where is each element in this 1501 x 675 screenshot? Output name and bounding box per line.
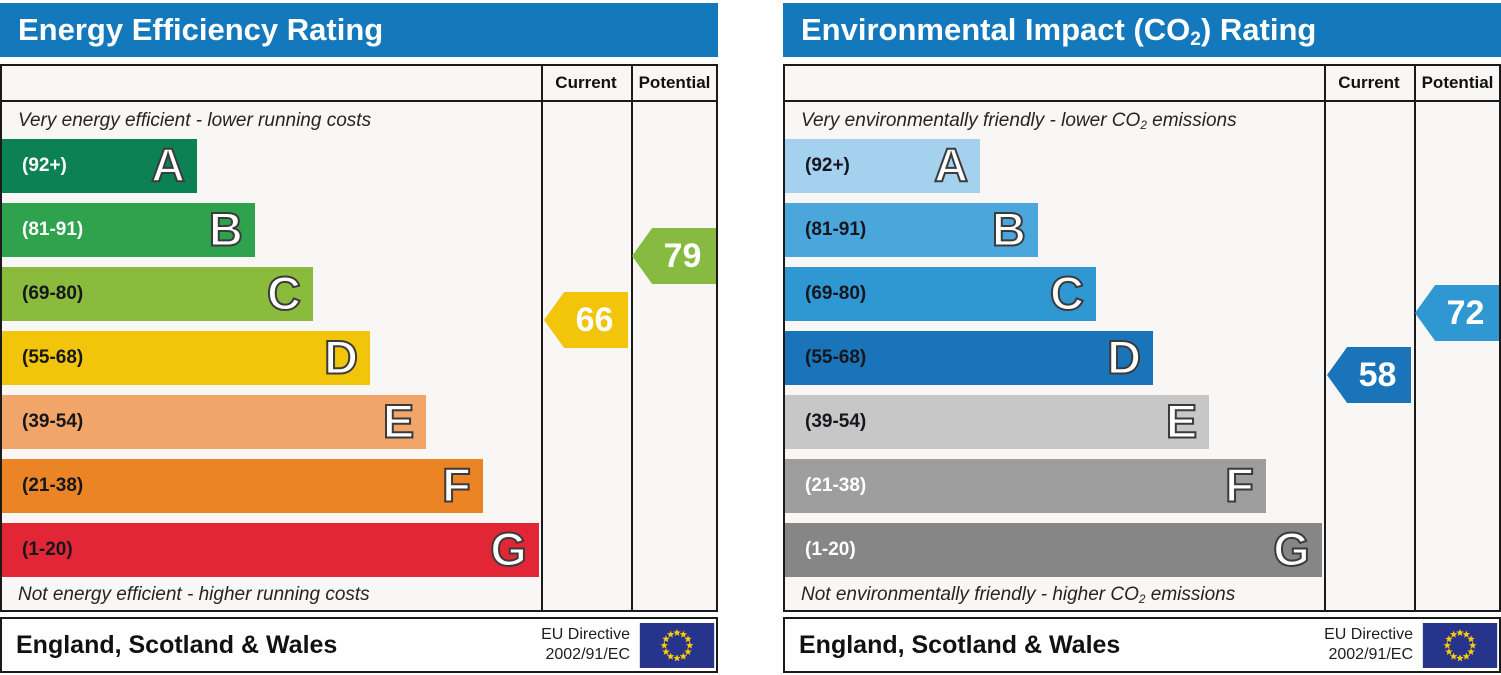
band-d-bar: (55-68) D <box>785 329 1154 385</box>
band-e-letter: E <box>382 393 415 448</box>
band-g-bar: (1-20) G <box>785 521 1322 577</box>
band-f-bar: (21-38) F <box>785 457 1266 513</box>
column-header-row: Current Potential <box>2 66 716 102</box>
band-g-bar: (1-20) G <box>2 521 539 577</box>
energy-chart-box: Current Potential Very energy efficient … <box>0 64 718 612</box>
band-f-bar: (21-38) F <box>2 457 483 513</box>
energy-efficiency-panel: Energy Efficiency Rating Current Potenti… <box>0 0 718 675</box>
band-b: (81-91) B <box>2 201 541 257</box>
eu-directive-label: EU Directive 2002/91/EC <box>1324 626 1413 663</box>
band-e-range: (39-54) <box>805 411 867 432</box>
band-a-letter: A <box>933 137 969 192</box>
band-e: (39-54) E <box>785 393 1324 449</box>
band-a: (92+) A <box>785 137 1324 193</box>
environmental-footer: England, Scotland & Wales EU Directive 2… <box>783 617 1501 673</box>
band-b-bar: (81-91) B <box>2 201 255 257</box>
band-c-range: (69-80) <box>22 283 84 304</box>
band-g: (1-20) G <box>785 521 1324 577</box>
band-b: (81-91) B <box>785 201 1324 257</box>
band-f: (21-38) F <box>785 457 1324 513</box>
band-f-range: (21-38) <box>22 475 84 496</box>
band-b-bar: (81-91) B <box>785 201 1038 257</box>
band-d: (55-68) D <box>785 329 1324 385</box>
eu-flag-icon <box>1422 622 1498 668</box>
potential-column-divider <box>631 66 633 610</box>
band-a: (92+) A <box>2 137 541 193</box>
potential-column-header: Potential <box>1421 73 1494 92</box>
band-d-letter: D <box>323 329 359 384</box>
band-c-bar: (69-80) C <box>2 265 313 321</box>
current-column-header: Current <box>1338 73 1400 92</box>
current-rating-marker: 58 <box>1327 347 1411 403</box>
title-text: Environmental Impact (CO <box>801 12 1191 47</box>
band-a-letter: A <box>150 137 186 192</box>
band-b-range: (81-91) <box>805 219 867 240</box>
band-d-bar: (55-68) D <box>2 329 371 385</box>
environmental-impact-panel: Environmental Impact (CO2) Rating Curren… <box>783 0 1501 675</box>
band-e-bar: (39-54) E <box>2 393 427 449</box>
current-column-divider <box>541 66 543 610</box>
energy-panel-title: Energy Efficiency Rating <box>0 3 718 57</box>
band-f-range: (21-38) <box>805 475 867 496</box>
band-b-letter: B <box>208 201 244 256</box>
potential-rating-marker: 72 <box>1415 285 1499 341</box>
band-g-letter: G <box>1272 521 1311 576</box>
band-c: (69-80) C <box>2 265 541 321</box>
band-g-range: (1-20) <box>805 539 856 560</box>
band-a-bar: (92+) A <box>785 137 981 193</box>
band-f-letter: F <box>441 457 472 512</box>
current-rating-marker: 66 <box>544 292 628 348</box>
band-b-range: (81-91) <box>22 219 84 240</box>
bottom-caption: Not environmentally friendly - higher CO… <box>801 584 1236 606</box>
band-e-range: (39-54) <box>22 411 84 432</box>
band-a-range: (92+) <box>805 155 850 176</box>
band-g: (1-20) G <box>2 521 541 577</box>
current-column-header: Current <box>555 73 617 92</box>
eu-flag-icon <box>639 622 715 668</box>
potential-rating-marker: 79 <box>632 228 716 284</box>
environmental-panel-title: Environmental Impact (CO2) Rating <box>783 3 1501 57</box>
environmental-chart-box: Current Potential Very environmentally f… <box>783 64 1501 612</box>
band-d: (55-68) D <box>2 329 541 385</box>
band-a-range: (92+) <box>22 155 67 176</box>
band-c-range: (69-80) <box>805 283 867 304</box>
band-c-letter: C <box>266 265 302 320</box>
top-caption: Very energy efficient - lower running co… <box>18 110 372 131</box>
current-column-divider <box>1324 66 1326 610</box>
potential-column-header: Potential <box>638 73 711 92</box>
band-e: (39-54) E <box>2 393 541 449</box>
band-g-letter: G <box>489 521 528 576</box>
column-header-row: Current Potential <box>785 66 1499 102</box>
title-text: Energy Efficiency Rating <box>18 12 384 47</box>
band-d-range: (55-68) <box>805 347 867 368</box>
eu-directive-label: EU Directive 2002/91/EC <box>541 626 630 663</box>
band-g-range: (1-20) <box>22 539 73 560</box>
energy-footer: England, Scotland & Wales EU Directive 2… <box>0 617 718 673</box>
band-a-bar: (92+) A <box>2 137 198 193</box>
band-c: (69-80) C <box>785 265 1324 321</box>
bottom-caption: Not energy efficient - higher running co… <box>18 584 370 605</box>
top-caption: Very environmentally friendly - lower CO… <box>801 110 1237 132</box>
band-c-letter: C <box>1049 265 1085 320</box>
band-d-letter: D <box>1106 329 1142 384</box>
title-text-post: ) Rating <box>1200 12 1317 47</box>
region-label: England, Scotland & Wales <box>799 630 1121 659</box>
title-subscript: 2 <box>1190 28 1201 50</box>
band-d-range: (55-68) <box>22 347 84 368</box>
band-b-letter: B <box>991 201 1027 256</box>
potential-column-divider <box>1414 66 1416 610</box>
band-e-bar: (39-54) E <box>785 393 1210 449</box>
band-f-letter: F <box>1224 457 1255 512</box>
band-e-letter: E <box>1165 393 1198 448</box>
band-f: (21-38) F <box>2 457 541 513</box>
band-c-bar: (69-80) C <box>785 265 1096 321</box>
region-label: England, Scotland & Wales <box>16 630 338 659</box>
